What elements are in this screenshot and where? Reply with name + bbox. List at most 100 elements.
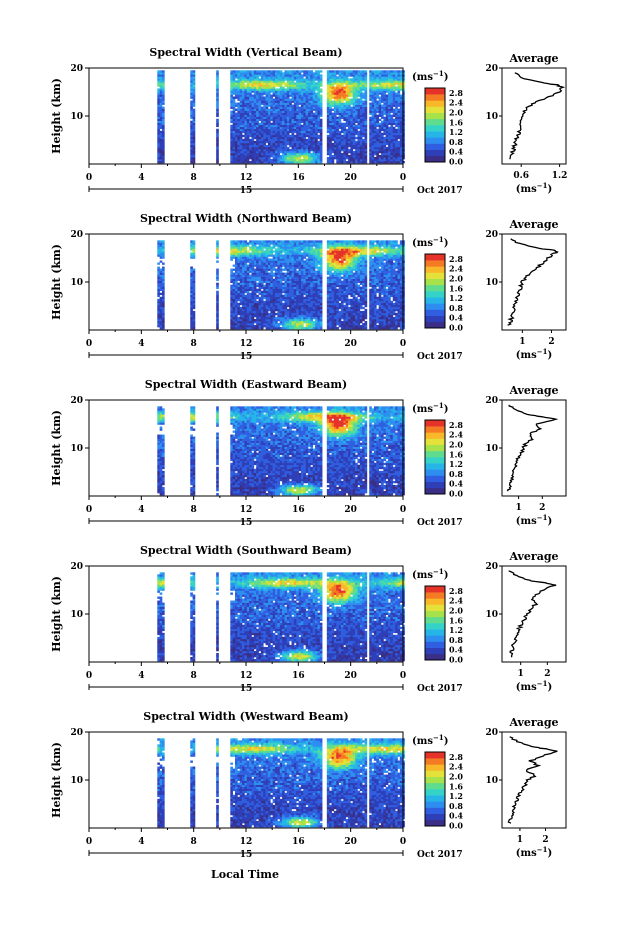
heatmap-cell [399,106,403,109]
heatmap-cell [256,100,259,103]
heatmap-cell [362,118,365,122]
heatmap-cell [338,80,342,83]
heatmap-cell [326,90,330,93]
heatmap-cell [239,312,243,316]
heatmap-cell [336,134,339,138]
heatmap-cell [275,106,278,109]
heatmap-cell [237,154,241,158]
heatmap-cell [317,118,321,122]
heatmap-cell [340,116,344,119]
heatmap-cell [315,100,318,103]
heatmap-cell [381,78,384,81]
heatmap-cell [392,96,396,99]
x-tick-label: 12 [240,173,253,183]
heatmap-cell [275,308,278,312]
heatmap-cell [376,144,379,148]
heatmap-cell [242,82,245,85]
heatmap-cell [272,136,276,140]
heatmap-cell [284,304,288,308]
heatmap-cell [305,76,309,79]
heatmap-cell [390,104,394,107]
heatmap-cell [272,322,276,326]
heatmap-cell [260,258,264,261]
heatmap-cell [190,136,193,140]
heatmap-cell [230,92,233,95]
heatmap-cell [270,296,273,300]
heatmap-cell [305,142,309,146]
heatmap-cell [383,84,387,87]
heatmap-cell [310,90,314,93]
heatmap-cell [298,92,302,95]
heatmap-cell [310,94,314,97]
heatmap-cell [282,264,285,267]
heatmap-cell [298,98,302,101]
heatmap-cell [282,327,285,330]
heatmap-cell [289,298,292,302]
heatmap-cell [277,116,281,119]
heatmap-cell [319,154,323,158]
heatmap-cell [312,126,316,130]
heatmap-cell [357,92,361,95]
heatmap-cell [326,82,330,85]
heatmap-cell [253,122,257,126]
heatmap-cell [267,320,271,324]
heatmap-cell [303,82,306,85]
heatmap-cell [253,108,257,111]
heatmap-cell [256,112,259,115]
heatmap-cell [235,300,238,304]
heatmap-cell [284,94,288,97]
heatmap-cell [258,138,262,142]
heatmap-cell [244,118,248,122]
heatmap-cell [282,278,285,281]
heatmap-cell [157,300,160,304]
heatmap-cell [348,126,351,130]
heatmap-cell [402,124,405,128]
heatmap-cell [388,70,391,73]
heatmap-cell [291,306,295,310]
heatmap-cell [364,108,368,111]
heatmap-cell [260,120,264,124]
heatmap-cell [192,274,196,277]
heatmap-cell [331,124,335,128]
heatmap-cell [350,120,354,124]
heatmap-cell [364,74,368,77]
heatmap-cell [296,250,299,253]
heatmap-cell [190,100,193,103]
heatmap-cell [357,74,361,77]
heatmap-cell [242,298,245,302]
heatmap-cell [267,302,271,306]
heatmap-cell [364,134,368,138]
heatmap-cell [381,84,384,87]
heatmap-cell [251,80,255,83]
heatmap-cell [390,138,394,142]
heatmap-cell [157,322,160,326]
heatmap-cell [340,138,344,142]
heatmap-cell [296,298,299,302]
heatmap-cell [296,84,299,87]
heatmap-cell [242,110,245,113]
heatmap-cell [260,146,264,150]
heatmap-cell [310,100,314,103]
heatmap-cell [267,84,271,87]
heatmap-cell [265,154,269,158]
heatmap-cell [272,242,276,245]
heatmap-cell [282,76,285,79]
heatmap-cell [286,122,290,126]
heatmap-cell [251,104,255,107]
heatmap-cell [345,70,349,73]
heatmap-cell [246,96,250,99]
heatmap-cell [230,286,233,290]
heatmap-cell [251,248,255,251]
heatmap-cell [289,110,292,113]
heatmap-cell [258,74,262,77]
heatmap-cell [317,76,321,79]
heatmap-cell [336,78,339,81]
heatmap-cell [388,112,391,115]
heatmap-cell [338,142,342,146]
heatmap-cell [402,144,405,148]
heatmap-cell [216,78,219,81]
heatmap-cell [263,98,266,101]
heatmap-cell [190,246,193,249]
heatmap-cell [284,308,288,312]
heatmap-cell [253,159,257,162]
